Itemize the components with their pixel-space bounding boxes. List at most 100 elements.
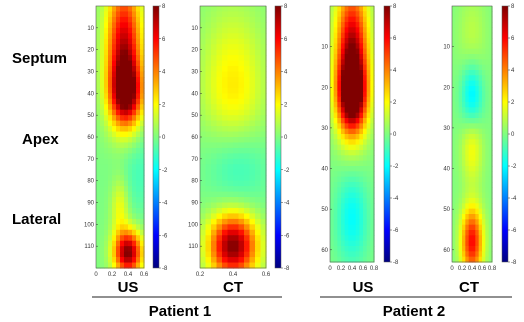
heatmap-cell xyxy=(485,176,490,183)
heatmap-cell xyxy=(238,60,245,67)
heatmap-cell xyxy=(255,44,262,51)
heatmap-cell xyxy=(244,93,251,100)
heatmap-cell xyxy=(216,60,223,67)
heatmap-cell xyxy=(116,240,121,247)
heatmap-cell xyxy=(366,11,371,18)
heatmap-cell xyxy=(136,191,141,198)
heatmap-cell xyxy=(233,202,240,209)
heatmap-cell xyxy=(462,134,466,140)
heatmap-cell xyxy=(96,16,101,23)
heatmap-cell xyxy=(359,123,364,130)
heatmap-cell xyxy=(366,6,371,12)
heatmap-cell xyxy=(96,38,101,45)
heatmap-cell xyxy=(100,246,105,253)
heatmap-cell xyxy=(348,70,353,76)
heatmap-cell xyxy=(341,38,346,44)
heatmap-cell xyxy=(200,16,207,23)
heatmap-cell xyxy=(104,246,109,253)
heatmap-cell xyxy=(112,38,117,45)
heatmap-cell xyxy=(485,139,490,146)
heatmap-cell xyxy=(465,144,470,151)
heatmap-cell xyxy=(124,213,129,220)
heatmap-cell xyxy=(116,126,121,133)
heatmap-cell xyxy=(482,246,486,252)
heatmap-cell xyxy=(108,137,113,144)
colorbar-tick-label: -4 xyxy=(393,196,399,202)
heatmap-cell xyxy=(216,137,223,144)
heatmap-cell xyxy=(475,251,480,258)
heatmap-cell xyxy=(132,76,137,84)
heatmap-cell xyxy=(344,54,349,60)
heatmap-cell xyxy=(249,224,256,231)
heatmap-cell xyxy=(472,208,476,215)
heatmap-cell xyxy=(128,71,133,78)
heatmap-cell xyxy=(104,142,109,149)
heatmap-cell xyxy=(348,48,353,55)
heatmap-cell xyxy=(120,27,125,34)
heatmap-cell xyxy=(116,147,121,154)
heatmap-cell xyxy=(370,230,375,236)
heatmap-cell xyxy=(96,120,101,127)
heatmap-cell xyxy=(140,257,145,264)
heatmap-cell xyxy=(260,104,267,111)
heatmap-cell xyxy=(205,229,212,236)
heatmap-cell xyxy=(482,32,486,39)
heatmap-cell xyxy=(108,262,113,269)
heatmap-cells xyxy=(200,6,267,269)
heatmap-cell xyxy=(475,192,480,199)
colorbar-tick-label: 6 xyxy=(511,36,515,42)
heatmap-cell xyxy=(482,240,486,247)
heatmap-cell xyxy=(458,54,463,60)
heatmap-cell xyxy=(96,246,101,253)
heatmap-cell xyxy=(205,22,212,29)
heatmap-cell xyxy=(211,44,218,51)
heatmap-cell xyxy=(108,235,113,242)
heatmap-cell xyxy=(132,164,137,171)
heatmap-cell xyxy=(216,120,223,127)
heatmap-cell xyxy=(120,218,125,225)
heatmap-cell xyxy=(124,93,129,100)
heatmap-cell xyxy=(136,207,141,215)
heatmap-cell xyxy=(244,158,251,165)
heatmap-cell xyxy=(462,182,466,188)
y-tick-label: 110 xyxy=(188,244,198,250)
heatmap-cell xyxy=(468,48,473,55)
heatmap-cell xyxy=(112,82,117,89)
heatmap-cell xyxy=(348,11,353,18)
heatmap-cell xyxy=(136,175,141,182)
heatmap-cell xyxy=(455,203,460,210)
heatmap-cell xyxy=(140,229,145,236)
heatmap-cell xyxy=(370,38,375,44)
heatmap-cell xyxy=(255,120,262,127)
heatmap-cell xyxy=(468,11,473,18)
heatmap-cell xyxy=(452,91,456,98)
heatmap-cell xyxy=(352,86,357,92)
heatmap-cell xyxy=(337,171,342,178)
heatmap-cell xyxy=(233,38,240,45)
heatmap-cell xyxy=(462,230,466,236)
heatmap-cell xyxy=(488,91,493,98)
heatmap-cell xyxy=(211,207,218,215)
heatmap-cell xyxy=(366,112,371,119)
heatmap-cell xyxy=(462,246,466,252)
heatmap-cell xyxy=(455,102,460,108)
heatmap-cell xyxy=(249,16,256,23)
heatmap-cell xyxy=(216,202,223,209)
heatmap-cell xyxy=(200,27,207,34)
heatmap-cell xyxy=(452,246,456,252)
heatmap-cell xyxy=(363,144,368,151)
heatmap-cell xyxy=(249,87,256,94)
heatmap-cell xyxy=(344,27,349,34)
heatmap-cell xyxy=(227,257,234,264)
heatmap-cell xyxy=(222,55,229,62)
heatmap-cell xyxy=(255,229,262,236)
heatmap-cell xyxy=(128,218,133,225)
heatmap-cell xyxy=(472,112,476,119)
heatmap-cell xyxy=(478,70,483,76)
heatmap-cell xyxy=(124,142,129,149)
heatmap-cell xyxy=(348,91,353,98)
heatmap-cell xyxy=(116,262,121,269)
heatmap-cell xyxy=(211,98,218,105)
heatmap-cell xyxy=(458,150,463,156)
